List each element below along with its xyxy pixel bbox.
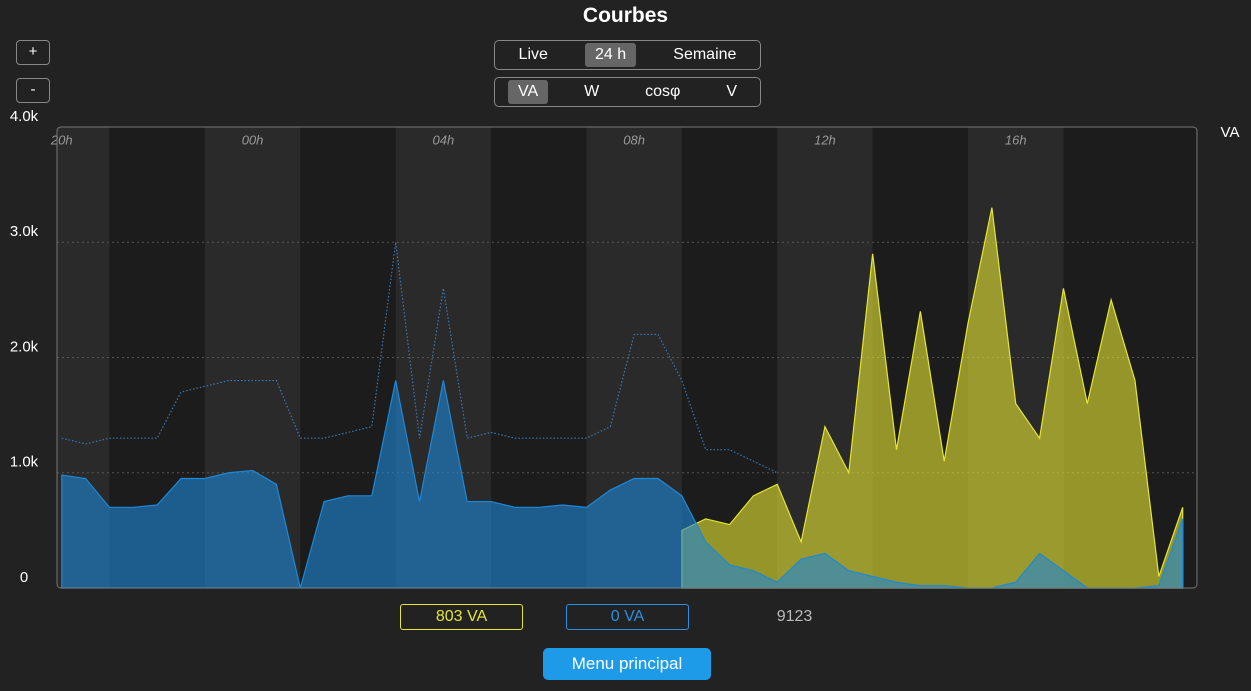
x-tick-label: 00h <box>242 132 264 147</box>
period-button[interactable]: Live <box>518 46 548 63</box>
x-tick-label: 04h <box>433 132 455 147</box>
unit-button[interactable]: VA <box>507 80 549 104</box>
readout: 0 VA <box>566 604 689 630</box>
y-tick-label: 3.0k <box>10 223 39 240</box>
period-selector: Live 24 h Semaine <box>494 40 761 70</box>
y-tick-label: 1.0k <box>10 454 39 471</box>
unit-button[interactable]: W <box>584 83 600 100</box>
unit-button[interactable]: cosφ <box>645 83 681 100</box>
menu-button[interactable]: Menu principal <box>543 648 711 680</box>
y-tick-label: 4.0k <box>10 108 39 125</box>
period-button[interactable]: 24 h <box>585 43 637 67</box>
plot-frame <box>56 126 1198 589</box>
x-tick-label: 16h <box>1005 132 1027 147</box>
readout: 9123 <box>776 608 813 625</box>
x-tick-label: 12h <box>814 132 836 147</box>
readout: 803 VA <box>400 604 523 630</box>
dotted-series <box>61 242 778 474</box>
x-tick-label: 20h <box>50 132 73 147</box>
y-tick-label: 0 <box>20 569 28 586</box>
x-tick-label: 08h <box>623 132 645 147</box>
zoom-out-button[interactable]: - <box>16 78 50 103</box>
period-button[interactable]: Semaine <box>673 46 737 63</box>
chart: VA 0 1.0k 2.0k 3.0k 4.0k 20h 00h 04h 08h 12h 16h <box>10 108 1240 589</box>
y-unit-label: VA <box>1221 124 1240 141</box>
page-title: Courbes <box>582 4 669 27</box>
zoom-in-button[interactable]: + <box>16 40 50 65</box>
area-series <box>681 207 1184 589</box>
unit-button[interactable]: V <box>726 83 737 100</box>
area-series <box>61 380 1184 589</box>
y-tick-label: 2.0k <box>10 338 39 355</box>
